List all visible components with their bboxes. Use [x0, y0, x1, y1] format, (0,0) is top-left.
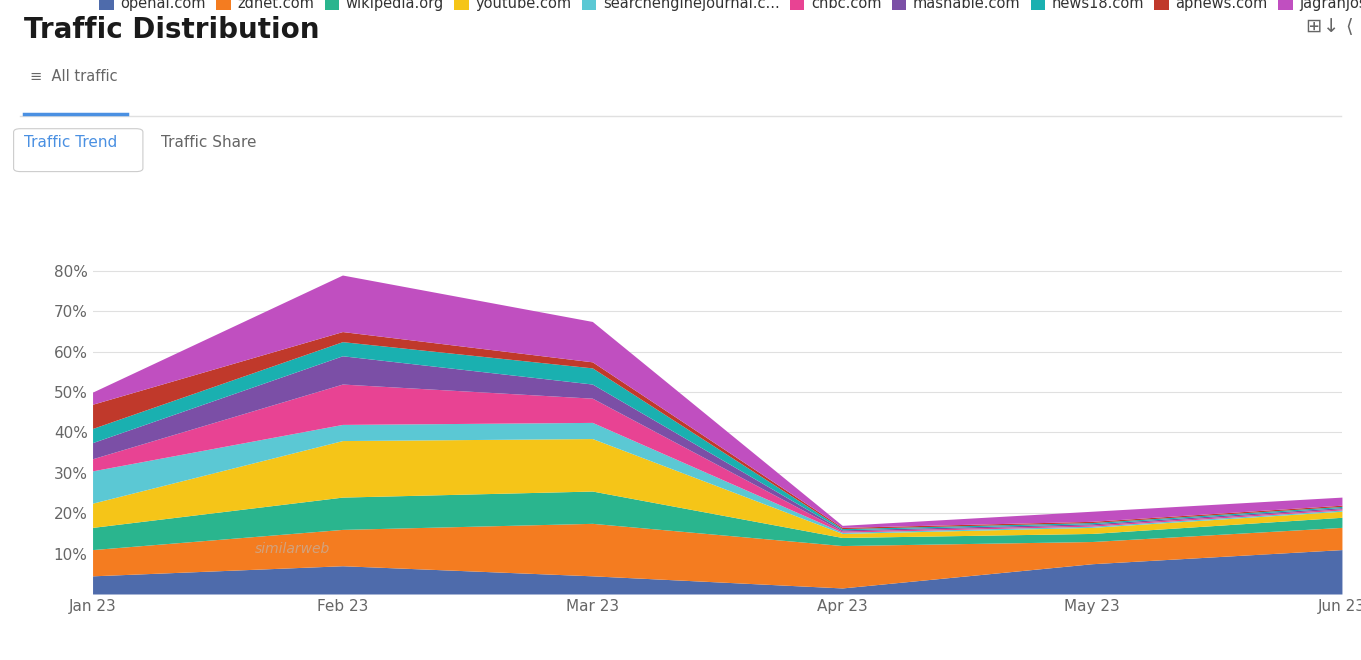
Text: ⟨: ⟨ [1345, 16, 1353, 36]
Text: ↓: ↓ [1323, 16, 1339, 36]
Text: ⊞: ⊞ [1305, 16, 1322, 36]
Text: Traffic Distribution: Traffic Distribution [24, 16, 320, 44]
Text: ≡  All traffic: ≡ All traffic [30, 69, 117, 84]
Text: Traffic Trend: Traffic Trend [24, 135, 118, 150]
Text: similarweb: similarweb [255, 543, 331, 556]
Legend: openai.com, zdnet.com, wikipedia.org, youtube.com, searchenginejournal.c..., cnb: openai.com, zdnet.com, wikipedia.org, yo… [94, 0, 1361, 17]
Text: Traffic Share: Traffic Share [161, 135, 256, 150]
